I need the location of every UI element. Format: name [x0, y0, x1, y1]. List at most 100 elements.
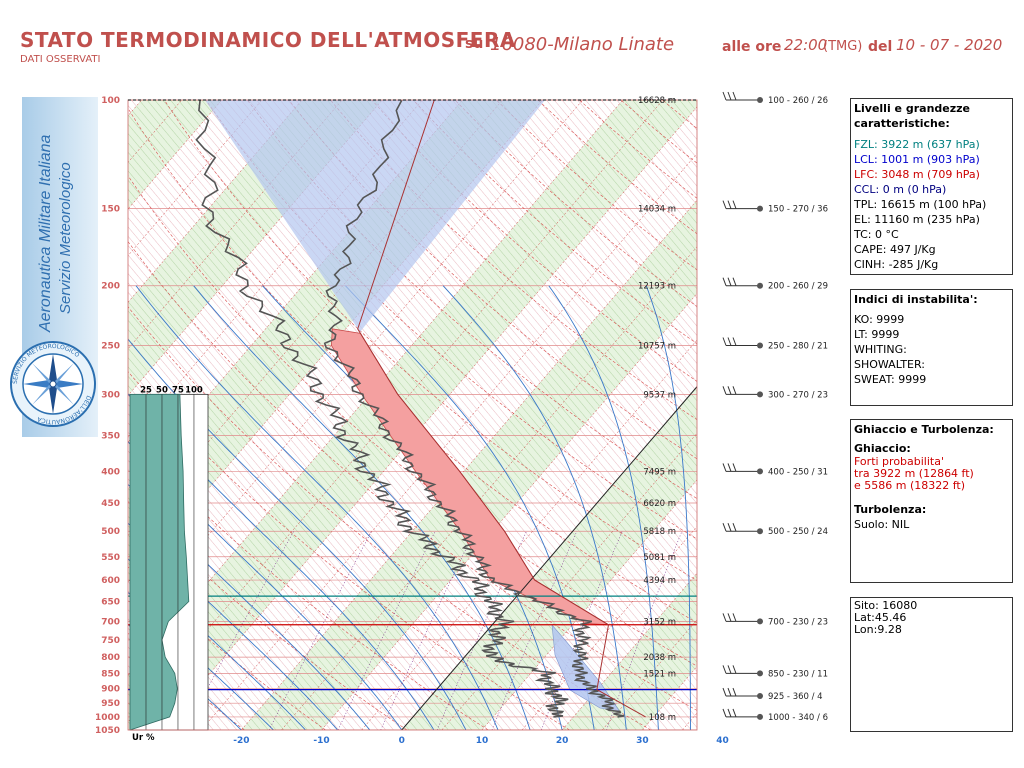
parcel-curve	[357, 100, 646, 718]
isotherm-line	[128, 100, 303, 303]
temperature-tick-label: 10	[476, 736, 489, 746]
moist-adiabat	[128, 591, 274, 730]
wind-barb-flag	[732, 337, 737, 346]
wind-label: 1000 - 340 / 6	[768, 713, 828, 723]
moist-adiabat	[548, 285, 659, 730]
pressure-tick-label: 850	[101, 669, 120, 679]
ghiaccio-label: Ghiaccio:	[854, 442, 911, 455]
isotherm-line	[128, 100, 623, 676]
wind-barb-flag	[722, 687, 727, 697]
height-label: 2038 m	[643, 653, 676, 663]
pressure-tick-label: 350	[101, 432, 120, 442]
height-label: 5081 m	[643, 553, 676, 563]
wind-barb-flag	[732, 463, 737, 472]
wind-label: 850 - 230 / 11	[768, 669, 828, 679]
lcl-value: LCL: 1001 m (903 hPa)	[854, 153, 980, 166]
pressure-tick-label: 950	[101, 699, 120, 709]
el-value: EL: 11160 m (235 hPa)	[854, 213, 980, 226]
wind-barb-flag	[722, 613, 727, 622]
isotherm-line	[0, 100, 101, 730]
wind-station-dot	[757, 713, 763, 720]
wind-barb-flag	[722, 277, 727, 286]
wind-barb-flag	[727, 523, 732, 532]
wind-station-dot	[757, 670, 763, 677]
pressure-tick-label: 900	[101, 685, 120, 695]
humidity-area	[129, 393, 190, 731]
pressure-tick-label: 800	[101, 653, 120, 663]
height-label: 5818 m	[643, 527, 676, 537]
livelli-title: Livelli e grandezze caratteristiche:	[854, 102, 970, 130]
wind-barb-flag	[722, 665, 727, 674]
lat-value: Lat:45.46	[854, 611, 907, 624]
lon-value: Lon:9.28	[854, 623, 902, 636]
tmg-label: (TMG)	[823, 39, 863, 54]
panel-ghiaccio: Ghiaccio e Turbolenza: Ghiaccio: Forti p…	[850, 419, 1013, 583]
ice-line1: Forti probabilita'	[854, 455, 944, 468]
pressure-tick-label: 750	[101, 636, 120, 646]
tc-value: TC: 0 °C	[854, 228, 899, 241]
ice-line3: e 5586 m (18322 ft)	[854, 479, 966, 492]
pressure-tick-label: 550	[101, 553, 120, 563]
temperature-tick-label: 30	[636, 736, 649, 746]
wind-barb-flag	[732, 687, 737, 697]
whiting-value: WHITING:	[854, 343, 907, 356]
wind-barb-flag	[732, 386, 737, 395]
pressure-tick-label: 600	[101, 576, 120, 586]
wind-barb-flag	[732, 91, 737, 101]
pressure-tick-label: 300	[101, 390, 120, 400]
wind-station-dot	[757, 528, 763, 535]
dry-adiabat	[128, 241, 697, 711]
pressure-tick-label: 400	[101, 467, 120, 477]
isotherm-line	[128, 100, 664, 723]
pressure-tick-label: 450	[101, 499, 120, 509]
chart-title: STATO TERMODINAMICO DELL'ATMOSFERA	[20, 28, 516, 52]
observation-time: 22:00	[784, 36, 828, 54]
moist-adiabat	[135, 285, 499, 730]
humidity-tick-label: 25	[140, 385, 152, 395]
pressure-tick-label: 250	[101, 342, 120, 352]
isotherm-line	[128, 100, 263, 257]
wind-barb-flag	[727, 687, 732, 697]
temperature-tick-label: 0	[399, 736, 405, 746]
wind-barb-flag	[727, 91, 732, 101]
wind-barb-flag	[727, 463, 732, 472]
wind-barb-flag	[722, 708, 727, 718]
wind-station-dot	[757, 618, 763, 625]
ko-value: KO: 9999	[854, 313, 905, 326]
wind-station-dot	[757, 693, 763, 700]
height-label: 12193 m	[638, 282, 676, 292]
wind-label: 150 - 270 / 36	[768, 205, 828, 215]
moist-adiabat	[723, 286, 733, 730]
pressure-tick-label: 500	[101, 527, 120, 537]
temperature-curve	[323, 100, 625, 718]
humidity-tick-label: 50	[156, 385, 168, 395]
dry-adiabat	[247, 100, 697, 499]
temperature-tick-label: -20	[233, 736, 249, 746]
pressure-tick-label: 200	[101, 282, 120, 292]
height-label: 14034 m	[638, 205, 676, 215]
panel-indici: Indici di instabilita': KO: 9999 LT: 999…	[850, 289, 1013, 406]
compass-rose-icon: SERVIZIO METEOROLOGICO DELL'AERONAUTICA	[10, 341, 96, 427]
plot-frame	[127, 99, 698, 731]
panel-sito: Sito: 16080 Lat:45.46 Lon:9.28	[850, 597, 1013, 732]
height-label: 6620 m	[643, 499, 676, 509]
mixing-ratio-line	[337, 531, 436, 730]
wind-station-dot	[757, 282, 763, 289]
ice-line2: tra 3922 m (12864 ft)	[854, 467, 974, 480]
height-label: 4394 m	[643, 576, 676, 586]
ghiaccio-title: Ghiaccio e Turbolenza:	[854, 423, 994, 436]
pressure-tick-label: 700	[101, 617, 120, 627]
lfc-value: LFC: 3048 m (709 hPa)	[854, 168, 980, 181]
isotherm-line	[241, 199, 697, 730]
showalter-value: SHOWALTER:	[854, 358, 926, 371]
isotherm-line	[201, 153, 697, 730]
moist-adiabat	[645, 285, 691, 730]
temperature-tick-label: 40	[716, 736, 729, 746]
wind-barb-flag	[722, 91, 727, 101]
sito-value: Sito: 16080	[854, 599, 918, 612]
wind-barb-flag	[732, 277, 737, 286]
wind-label: 925 - 360 / 4	[768, 692, 823, 702]
wind-label: 200 - 260 / 29	[768, 282, 828, 292]
wind-barb-flag	[727, 665, 732, 674]
